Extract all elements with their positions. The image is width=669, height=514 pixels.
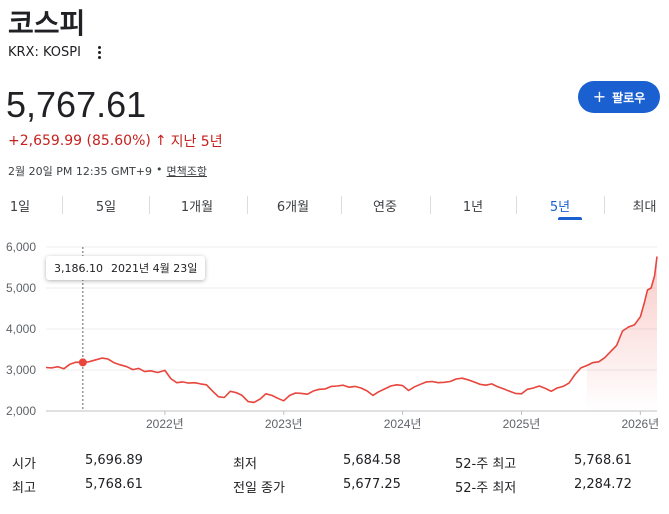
change-period: 지난 5년 [170, 134, 223, 150]
stat-value-52w-low: 2,284.72 [574, 477, 632, 492]
tab-5d[interactable]: 5일 [95, 199, 117, 215]
price-chart[interactable]: 2,000 3,000 4,000 5,000 6,000 2022년 2023년 2024년… [0, 235, 669, 435]
active-tab-indicator [558, 217, 582, 220]
exchange-symbol: KRX: KOSPI [8, 44, 81, 60]
y-tick-label: 2,000 [6, 404, 36, 418]
tab-1m[interactable]: 1개월 [180, 199, 214, 215]
exchange-row: KRX: KOSPI [8, 43, 109, 61]
disclaimer-link[interactable]: 면책조항 [166, 165, 207, 178]
tab-max[interactable]: 최대 [632, 199, 657, 215]
highlight-point [78, 358, 87, 367]
y-tick-label: 5,000 [6, 281, 36, 295]
tooltip-value: 3,186.10 [54, 261, 103, 275]
x-tick-label: 2022년 [146, 417, 184, 431]
tab-divider [604, 196, 605, 214]
x-tick-label: 2024년 [384, 417, 422, 431]
stat-label-high: 최고 [12, 481, 36, 496]
tab-5y[interactable]: 5년 [549, 199, 571, 215]
tab-divider [516, 196, 517, 214]
plus-icon: + [592, 87, 607, 106]
follow-label: 팔로우 [612, 90, 646, 105]
y-tick-label: 4,000 [6, 322, 36, 336]
stat-label-52w-high: 52-주 최고 [455, 457, 517, 472]
tab-ytd[interactable]: 연중 [373, 199, 397, 215]
follow-button[interactable]: + 팔로우 [578, 81, 660, 113]
page-title: 코스피 [8, 7, 86, 40]
stat-value-open: 5,696.89 [85, 453, 143, 468]
y-tick-label: 3,000 [6, 363, 36, 377]
tooltip-date: 2021년 4월 23일 [110, 262, 198, 275]
y-tick-label: 6,000 [6, 240, 36, 254]
x-tick-label: 2025년 [503, 417, 541, 431]
tab-6m[interactable]: 6개월 [276, 199, 310, 215]
more-options-icon[interactable] [91, 43, 109, 61]
stat-value-low: 5,684.58 [343, 453, 401, 468]
x-tick-label: 2023년 [265, 417, 303, 431]
tab-divider [149, 196, 150, 214]
stats-row: 최고 5,768.61 전일 종가 5,677.25 52-주 최저 2,284… [0, 477, 669, 499]
stat-label-open: 시가 [12, 457, 36, 472]
tab-divider [430, 196, 431, 214]
arrow-up-icon: ↑ [154, 133, 167, 149]
chart-tooltip: 3,186.10 2021년 4월 23일 [46, 256, 206, 280]
change-value: +2,659.99 (85.60%) [8, 133, 151, 149]
stat-label-prev-close: 전일 종가 [233, 481, 285, 496]
tab-divider [247, 196, 248, 214]
price-change: +2,659.99 (85.60%) ↑ 지난 5년 [8, 131, 223, 151]
timestamp-row: 2월 20일 PM 12:35 GMT+9 • 면책조항 [8, 163, 207, 179]
stat-value-prev-close: 5,677.25 [343, 477, 401, 492]
timestamp: 2월 20일 PM 12:35 GMT+9 [8, 165, 152, 178]
current-price: 5,767.61 [6, 84, 147, 125]
range-tabs: 1일 5일 1개월 6개월 연중 1년 5년 최대 [0, 190, 669, 220]
tab-divider [62, 196, 63, 214]
tab-1d[interactable]: 1일 [9, 199, 31, 215]
stat-value-52w-high: 5,768.61 [574, 453, 632, 468]
x-tick-label: 2026년 [621, 417, 659, 431]
tab-divider [341, 196, 342, 214]
stat-label-low: 최저 [233, 457, 257, 472]
separator: • [156, 163, 163, 176]
price-chart-svg[interactable]: 2,000 3,000 4,000 5,000 6,000 2022년 2023년 2024년… [0, 235, 669, 435]
tab-1y[interactable]: 1년 [462, 199, 484, 215]
price-line [45, 256, 658, 404]
stat-label-52w-low: 52-주 최저 [455, 481, 517, 496]
stat-value-high: 5,768.61 [85, 477, 143, 492]
stats-row: 시가 5,696.89 최저 5,684.58 52-주 최고 5,768.61 [0, 453, 669, 475]
